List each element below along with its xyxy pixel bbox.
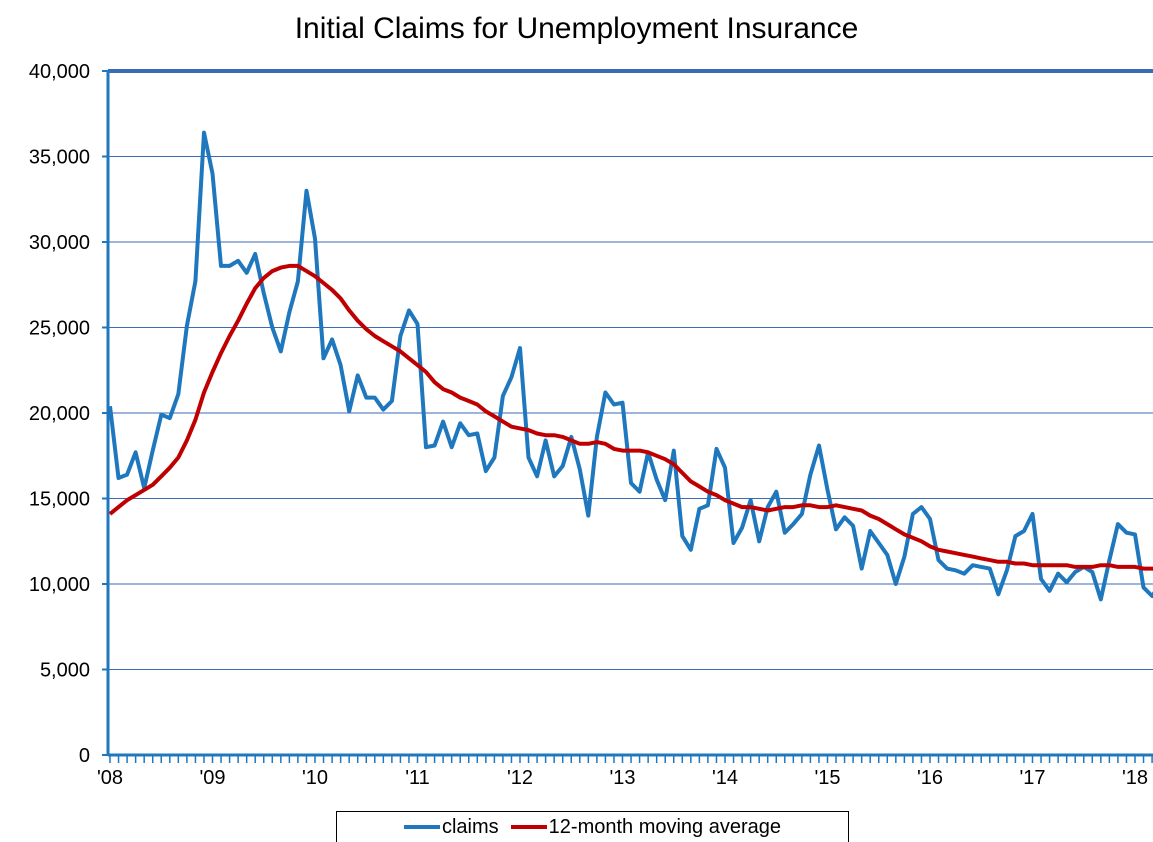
chart-title: Initial Claims for Unemployment Insuranc… [294, 12, 859, 45]
legend-swatch-claims [403, 825, 440, 829]
y-tick-labels: 0 5,000 10,000 15,000 20,000 25,000 30,000 35,0… [29, 61, 90, 767]
y-tick-label: 30,000 [29, 232, 90, 254]
y-tick-label: 20,000 [29, 403, 90, 425]
x-tick-label: '16 [917, 767, 943, 789]
axes [106, 71, 1153, 763]
y-tick-label: 10,000 [29, 574, 90, 596]
legend: claims 12-month moving average [336, 811, 849, 842]
x-tick-label: '17 [1019, 767, 1045, 789]
x-tick-label: '12 [507, 767, 533, 789]
legend-item-moving-average: 12-month moving average [510, 815, 782, 839]
x-tick-label: '14 [712, 767, 738, 789]
legend-item-claims: claims [403, 815, 499, 839]
y-tick-label: 0 [79, 745, 90, 767]
x-tick-label: '15 [814, 767, 840, 789]
x-tick-label: '13 [609, 767, 635, 789]
x-tick-label: '18 [1122, 767, 1148, 789]
y-tick-label: 15,000 [29, 489, 90, 511]
legend-label-moving-average: 12-month moving average [548, 815, 782, 838]
legend-label-claims: claims [441, 815, 499, 838]
legend-swatch-moving-average [510, 825, 547, 829]
y-tick-label: 25,000 [29, 318, 90, 340]
gridlines [102, 69, 1153, 756]
y-tick-label: 40,000 [29, 61, 90, 83]
x-tick-label: '08 [97, 767, 123, 789]
x-tick-label: '11 [405, 767, 430, 789]
series-lines [108, 130, 1153, 602]
series-line-claims [108, 130, 1153, 602]
x-tick-label: '09 [199, 767, 225, 789]
x-tick-label: '10 [302, 767, 328, 789]
y-tick-label: 35,000 [29, 147, 90, 169]
series-line-moving-average [108, 263, 1153, 571]
x-tick-labels: '08 '09 '10 '11 '12 '13 '14 '15 '16 '17 '18 [97, 767, 1148, 789]
y-tick-label: 5,000 [40, 660, 90, 682]
